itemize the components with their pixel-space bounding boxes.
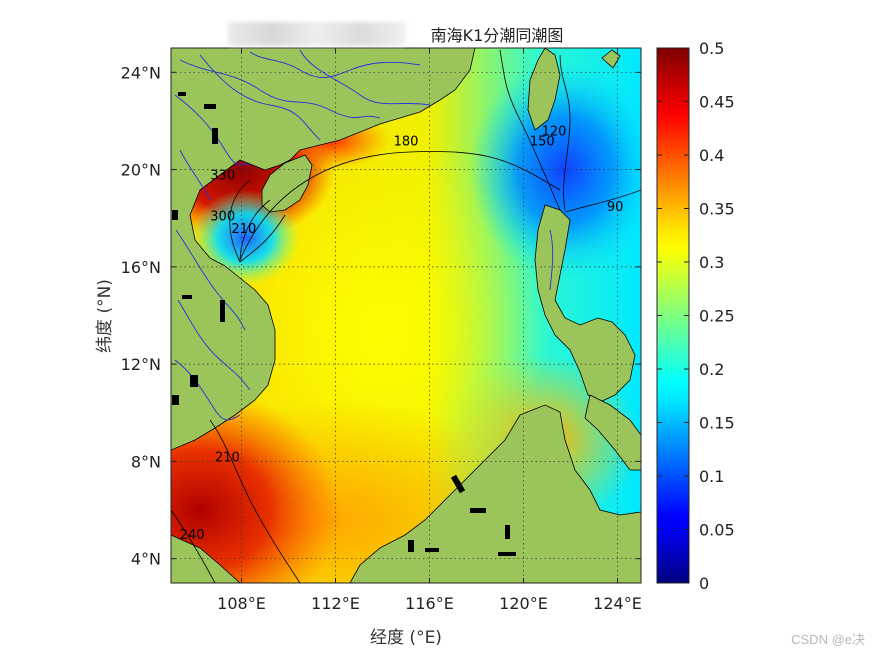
river xyxy=(299,49,431,106)
cotidal-line-240 xyxy=(171,509,216,583)
x-tick-label: 124°E xyxy=(593,594,642,613)
river xyxy=(175,229,246,331)
river xyxy=(179,59,381,119)
land-mainland xyxy=(171,48,476,451)
colorbar-tick-label: 0.35 xyxy=(699,200,735,219)
x-tick-label: 120°E xyxy=(499,594,548,613)
y-tick-label: 20°N xyxy=(121,161,161,180)
y-tick-label: 16°N xyxy=(121,258,161,277)
mark xyxy=(450,474,466,494)
land xyxy=(171,48,641,583)
river xyxy=(174,94,251,166)
mark xyxy=(178,92,186,96)
mark xyxy=(505,525,510,539)
y-axis: 4°N 8°N 12°N 16°N 20°N 24°N xyxy=(121,63,641,569)
contour-label: 150 xyxy=(530,134,555,149)
x-axis: 108°E 112°E 116°E 120°E 124°E xyxy=(217,48,642,613)
x-tick-label: 112°E xyxy=(311,594,360,613)
cotidal-line-210 xyxy=(239,214,286,263)
cotidal-line-120 xyxy=(559,54,571,211)
mark xyxy=(425,548,439,552)
land-borneo xyxy=(349,404,641,583)
mark xyxy=(172,210,178,220)
mark xyxy=(498,552,516,556)
mark xyxy=(190,375,198,387)
cotidal-line-180 xyxy=(239,151,561,261)
contour-label: 240 xyxy=(180,528,205,543)
tidal-field-luzon xyxy=(470,60,641,280)
contour-label: 90 xyxy=(607,200,624,215)
colorbar-ticks: 0 0.05 0.1 0.15 0.2 0.25 0.3 0.35 0.4 0.45 0.5 xyxy=(657,39,735,593)
cotidal-lines xyxy=(171,49,641,583)
grid xyxy=(171,48,641,583)
contour-label: 210 xyxy=(231,222,256,237)
plot-frame xyxy=(170,47,642,584)
y-tick-label: 4°N xyxy=(131,550,161,569)
mark xyxy=(408,540,414,552)
x-tick-label: 108°E xyxy=(217,594,266,613)
river xyxy=(549,229,554,291)
land-malay xyxy=(171,534,241,583)
land-mindanao xyxy=(584,394,641,471)
mark xyxy=(182,295,192,299)
colorbar-tick-label: 0.1 xyxy=(699,467,724,486)
chart-title: 南海K1分潮同潮图 xyxy=(431,26,564,45)
rivers xyxy=(174,49,554,421)
colorbar-tick-label: 0.25 xyxy=(699,307,735,326)
land-philippines xyxy=(534,204,636,403)
land-hainan xyxy=(261,154,313,213)
colorbar-tick-label: 0.05 xyxy=(699,521,735,540)
contour-label: 210 xyxy=(215,450,240,465)
cotidal-line-210-south xyxy=(209,419,301,583)
colorbar-tick-label: 0 xyxy=(699,574,709,593)
cotidal-line-90 xyxy=(564,189,641,213)
colorbar-tick-label: 0.3 xyxy=(699,253,724,272)
blurred-title-prefix xyxy=(228,22,406,46)
land-taiwan xyxy=(527,48,561,131)
mark xyxy=(220,300,225,322)
colorbar-tick-label: 0.45 xyxy=(699,93,735,112)
contour-label: 120 xyxy=(542,125,567,140)
y-axis-label: 纬度 (°N) xyxy=(95,279,115,353)
river xyxy=(174,359,241,421)
tidal-field-southwest xyxy=(171,390,340,583)
mark xyxy=(204,104,216,109)
y-tick-label: 24°N xyxy=(121,63,161,82)
y-tick-label: 8°N xyxy=(131,452,161,471)
river xyxy=(179,149,211,201)
colorbar-tick-label: 0.15 xyxy=(699,414,735,433)
x-axis-label: 经度 (°E) xyxy=(370,628,442,648)
mark xyxy=(172,395,179,405)
watermark: CSDN @e决 xyxy=(791,632,865,647)
y-tick-label: 12°N xyxy=(121,355,161,374)
colorbar-tick-label: 0.5 xyxy=(699,39,724,58)
river xyxy=(249,51,421,78)
colorbar-tick-label: 0.2 xyxy=(699,360,724,379)
cotidal-line-300 xyxy=(239,199,271,263)
contour-label: 330 xyxy=(210,168,235,183)
mark xyxy=(470,508,486,513)
land-islet xyxy=(601,49,621,69)
contour-label: 180 xyxy=(394,134,419,149)
mark xyxy=(212,128,218,144)
x-tick-label: 116°E xyxy=(405,594,454,613)
dry-zone-marks xyxy=(172,92,516,556)
contour-label: 300 xyxy=(210,210,235,225)
colorbar-tick-label: 0.4 xyxy=(699,146,724,165)
river xyxy=(177,299,251,391)
cotidal-line-330 xyxy=(229,179,251,263)
cotidal-line-150 xyxy=(499,49,561,211)
river xyxy=(199,54,321,141)
